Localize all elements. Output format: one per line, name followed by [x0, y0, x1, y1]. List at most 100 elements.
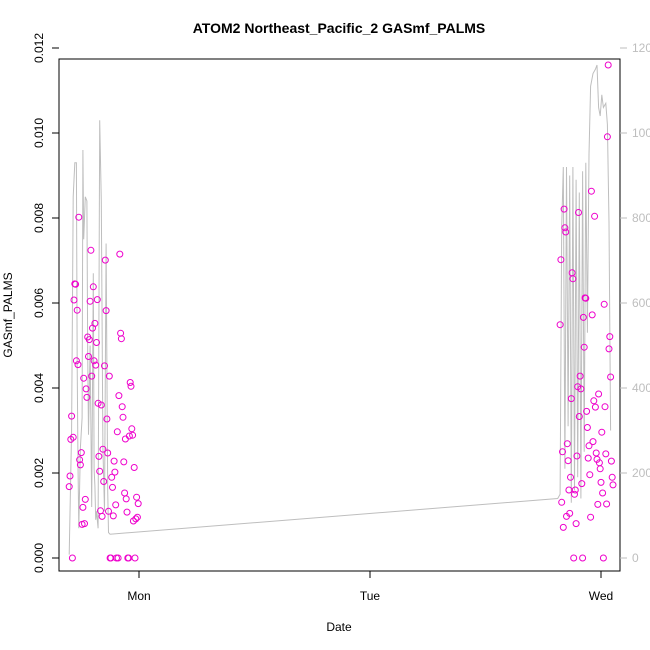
scatter-point-layer [65, 61, 617, 562]
data-point [602, 450, 610, 458]
right-y-axis: 0 2000 4000 6000 8000 10000 12000 [620, 41, 650, 565]
data-point [572, 520, 580, 528]
data-point [109, 483, 116, 491]
data-point [68, 554, 76, 562]
data-point [579, 554, 587, 562]
data-point [110, 457, 118, 465]
data-point [126, 379, 134, 386]
data-point [105, 507, 112, 515]
x-axis: Mon Tue Wed [127, 571, 613, 603]
data-point [562, 228, 570, 236]
left-y-tick-label: 0.012 [32, 33, 46, 63]
data-point [77, 449, 85, 457]
data-point [608, 473, 616, 481]
data-point [123, 508, 131, 516]
data-point [588, 311, 596, 319]
data-point [571, 486, 579, 494]
data-point [573, 452, 581, 460]
y-axis-label: GASmf_PALMS [1, 272, 15, 357]
data-point [114, 554, 122, 562]
data-point [569, 275, 577, 283]
x-tick-label: Mon [127, 589, 150, 603]
data-point [134, 500, 142, 508]
data-point [72, 357, 80, 365]
data-point [85, 353, 92, 360]
data-point [112, 501, 120, 509]
data-point [578, 480, 586, 488]
data-point [70, 296, 78, 304]
data-point [591, 403, 599, 411]
data-point [85, 336, 93, 344]
data-point [104, 449, 112, 457]
data-point [120, 458, 128, 466]
data-point [586, 471, 594, 479]
data-point [100, 478, 108, 485]
data-point [68, 412, 76, 420]
data-point [601, 403, 609, 411]
data-point [559, 448, 566, 456]
right-y-tick-label: 12000 [632, 41, 650, 55]
data-point [131, 554, 139, 562]
data-point [590, 397, 598, 405]
data-point [598, 428, 606, 436]
right-y-tick-label: 2000 [632, 466, 650, 480]
data-point [115, 392, 123, 400]
data-point [82, 385, 90, 393]
right-y-tick-label: 10000 [632, 126, 650, 140]
data-point [576, 372, 584, 380]
left-y-tick-label: 0.002 [32, 458, 46, 488]
data-point [597, 478, 605, 486]
data-point [577, 385, 585, 393]
data-point [606, 333, 614, 341]
right-y-tick-label: 4000 [632, 381, 650, 395]
data-point [564, 457, 572, 465]
data-point [599, 489, 607, 497]
data-point [595, 390, 603, 398]
data-point [583, 407, 591, 415]
left-y-tick-label: 0.000 [32, 543, 46, 573]
data-point [80, 374, 88, 382]
data-point [607, 373, 615, 381]
data-point [557, 256, 565, 264]
data-point [600, 300, 608, 308]
data-point [89, 283, 97, 291]
data-point [69, 433, 77, 441]
data-point [113, 428, 121, 436]
data-point [558, 498, 566, 506]
left-y-tick-label: 0.006 [32, 288, 46, 318]
data-point [575, 413, 583, 420]
data-point [66, 472, 74, 480]
data-point [87, 246, 95, 254]
data-point [604, 61, 612, 69]
data-point [575, 209, 582, 216]
data-point [81, 495, 89, 503]
data-point [563, 440, 571, 448]
data-point [105, 372, 113, 380]
data-point [72, 280, 80, 288]
data-point [129, 431, 137, 439]
x-axis-label: Date [326, 620, 352, 634]
data-point [567, 473, 574, 481]
left-y-axis: 0.000 0.002 0.004 0.006 0.008 0.010 0.012 [32, 33, 59, 573]
data-point [561, 224, 569, 232]
data-point [101, 256, 109, 264]
data-point [556, 321, 564, 329]
data-point [580, 343, 588, 351]
data-point [605, 345, 613, 353]
data-point [76, 456, 84, 464]
series-line [68, 64, 612, 555]
left-y-tick-label: 0.008 [32, 203, 46, 233]
data-point [607, 457, 615, 465]
data-point [579, 313, 587, 321]
left-y-tick-label: 0.010 [32, 118, 46, 148]
data-point [571, 490, 578, 498]
data-point [609, 481, 617, 489]
data-point [570, 554, 578, 562]
data-point [117, 335, 125, 343]
data-point [109, 512, 117, 520]
data-point [127, 382, 135, 390]
data-point [594, 500, 602, 508]
left-y-tick-label: 0.004 [32, 373, 46, 403]
